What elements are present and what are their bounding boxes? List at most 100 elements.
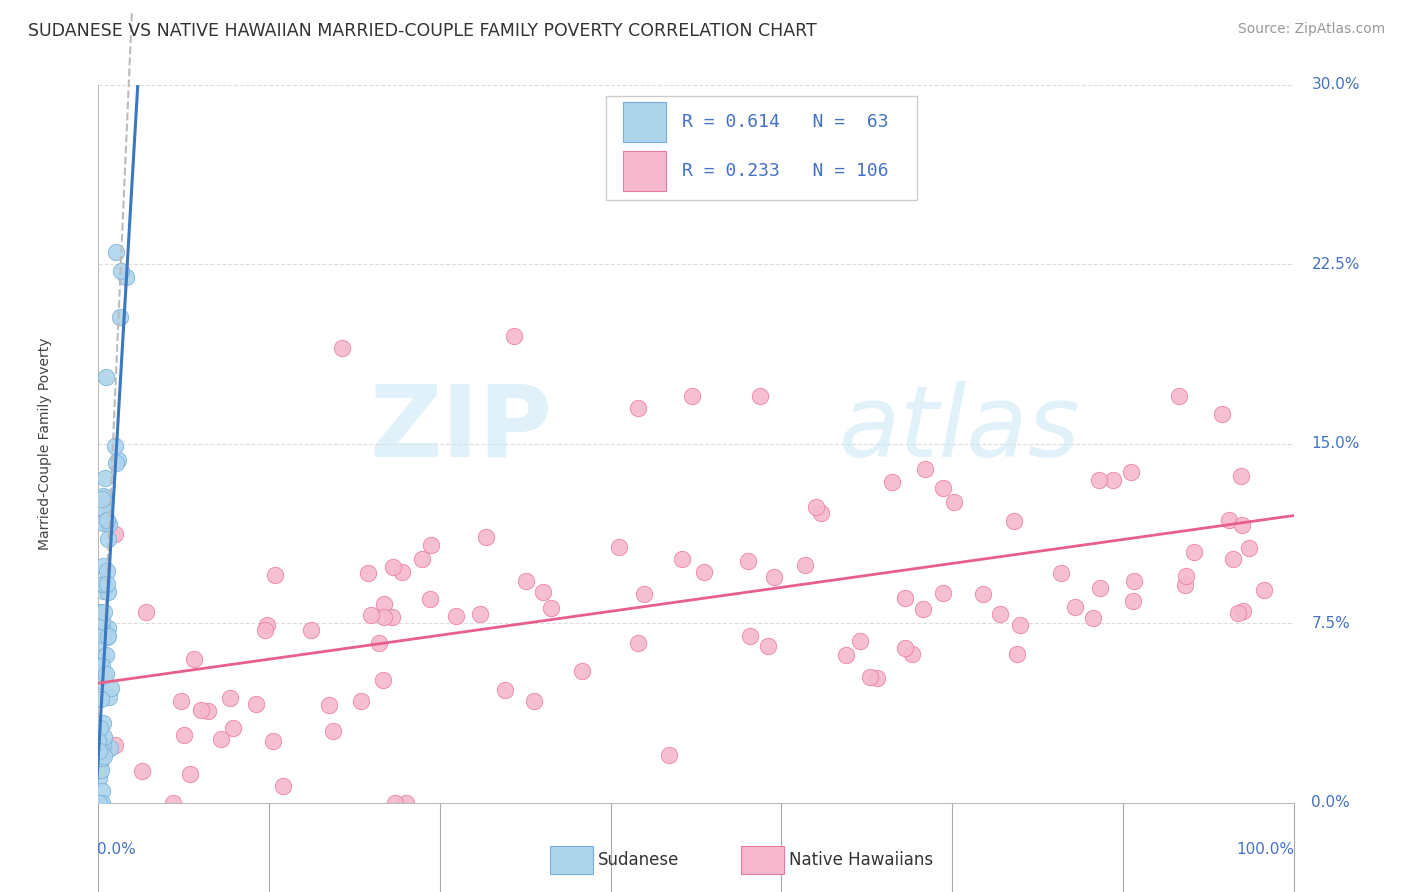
Point: [494, 682, 516, 697]
Point: [87, 762, 110, 776]
Point: [108, 310, 131, 324]
Point: [1230, 468, 1253, 483]
Point: [179, 767, 201, 781]
Point: [96, 630, 118, 644]
Point: [1088, 581, 1111, 595]
Point: [96, 369, 118, 384]
Point: [515, 574, 537, 589]
Point: [209, 731, 232, 746]
Point: [104, 457, 127, 471]
Point: [91, 628, 114, 642]
Point: [373, 597, 395, 611]
FancyBboxPatch shape: [623, 103, 666, 143]
Text: 0.0%: 0.0%: [97, 842, 136, 857]
Point: [90, 662, 112, 676]
Point: [96, 532, 118, 546]
Point: [391, 565, 413, 579]
Point: [173, 728, 195, 742]
Point: [737, 554, 759, 568]
Point: [219, 691, 242, 706]
Point: [1122, 593, 1144, 607]
Point: [1227, 607, 1250, 621]
Text: 0.0%: 0.0%: [1312, 796, 1350, 810]
Point: [914, 461, 936, 475]
Point: [763, 570, 786, 584]
Text: atlas: atlas: [839, 381, 1081, 478]
Point: [253, 623, 276, 637]
Point: [90, 764, 112, 778]
Point: [1222, 552, 1244, 566]
Point: [96, 577, 118, 591]
Point: [271, 779, 294, 793]
Point: [89, 756, 111, 771]
Point: [264, 568, 287, 582]
Point: [1063, 599, 1085, 614]
Point: [848, 633, 870, 648]
Text: 22.5%: 22.5%: [1312, 257, 1360, 272]
FancyBboxPatch shape: [606, 95, 917, 200]
Point: [1230, 517, 1253, 532]
Point: [1168, 389, 1191, 403]
Point: [91, 516, 114, 531]
Point: [97, 584, 120, 599]
Point: [98, 690, 121, 705]
Text: 30.0%: 30.0%: [1312, 78, 1360, 92]
Point: [835, 648, 858, 662]
Point: [96, 513, 118, 527]
Point: [943, 495, 966, 509]
Point: [411, 552, 433, 566]
Point: [1174, 569, 1197, 583]
Point: [859, 670, 882, 684]
Point: [382, 560, 405, 574]
Point: [90, 691, 112, 706]
Point: [93, 578, 115, 592]
Point: [91, 489, 114, 503]
Point: [1211, 407, 1233, 421]
Point: [89, 657, 111, 671]
Point: [360, 608, 382, 623]
Point: [502, 329, 524, 343]
Point: [1239, 541, 1261, 556]
Point: [162, 796, 184, 810]
Point: [540, 600, 562, 615]
Point: [419, 591, 441, 606]
Point: [91, 716, 114, 731]
Point: [93, 491, 115, 505]
Point: [322, 723, 344, 738]
Point: [1184, 544, 1206, 558]
Point: [104, 527, 127, 541]
Point: [748, 389, 770, 403]
Point: [330, 341, 353, 355]
Point: [262, 733, 284, 747]
Point: [932, 586, 955, 600]
Point: [245, 697, 267, 711]
Point: [94, 667, 117, 681]
Text: Native Hawaiians: Native Hawaiians: [789, 851, 934, 869]
Point: [931, 481, 953, 495]
FancyBboxPatch shape: [623, 151, 666, 191]
Point: [90, 744, 112, 758]
Point: [89, 739, 111, 754]
Point: [93, 501, 115, 516]
Point: [693, 565, 716, 579]
Text: 15.0%: 15.0%: [1312, 436, 1360, 451]
Point: [222, 721, 245, 735]
Point: [90, 659, 112, 673]
Point: [104, 439, 127, 453]
Text: Sudanese: Sudanese: [598, 851, 679, 869]
Point: [810, 507, 832, 521]
Point: [357, 566, 380, 580]
Point: [87, 643, 110, 657]
Point: [470, 607, 492, 621]
Point: [93, 605, 115, 619]
Point: [93, 748, 115, 763]
Point: [627, 636, 650, 650]
Point: [299, 623, 322, 637]
Point: [475, 530, 498, 544]
Point: [893, 591, 915, 606]
Point: [531, 584, 554, 599]
Point: [94, 471, 117, 485]
Point: [866, 672, 889, 686]
Point: [110, 264, 132, 278]
Point: [1008, 618, 1031, 632]
